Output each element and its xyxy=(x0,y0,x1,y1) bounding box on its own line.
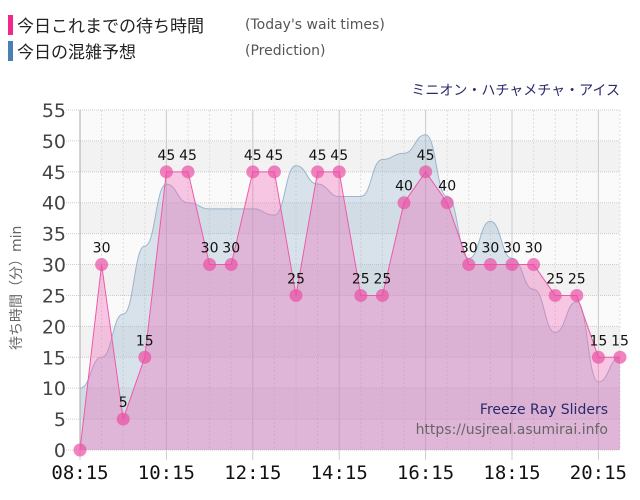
data-label: 25 xyxy=(352,271,370,287)
data-point xyxy=(181,165,195,179)
data-point xyxy=(267,165,281,179)
y-tick-label: 15 xyxy=(42,347,66,369)
data-label: 25 xyxy=(373,271,391,287)
grid-band xyxy=(80,202,620,234)
data-point xyxy=(224,258,238,272)
data-label: 30 xyxy=(93,241,111,257)
x-tick-label: 10:15 xyxy=(138,462,195,484)
data-point xyxy=(73,443,87,457)
data-point xyxy=(505,258,519,272)
x-tick-label: 16:15 xyxy=(397,462,454,484)
data-label: 15 xyxy=(589,333,607,349)
data-point xyxy=(332,165,346,179)
data-label: 15 xyxy=(136,333,154,349)
data-label: 45 xyxy=(157,148,175,164)
data-label: 45 xyxy=(179,148,197,164)
data-label: 25 xyxy=(568,271,586,287)
data-label: 30 xyxy=(503,241,521,257)
x-tick-label: 12:15 xyxy=(224,462,281,484)
data-label: 30 xyxy=(222,241,240,257)
data-point xyxy=(570,288,584,302)
legend-swatch-today xyxy=(8,14,13,35)
data-point xyxy=(311,165,325,179)
watermark-title: Freeze Ray Sliders xyxy=(479,402,608,418)
y-tick-label: 50 xyxy=(42,131,66,153)
x-tick-label: 14:15 xyxy=(311,462,368,484)
legend-swatch-prediction xyxy=(8,40,13,61)
y-tick-label: 20 xyxy=(42,316,66,338)
data-point xyxy=(159,165,173,179)
y-tick-label: 55 xyxy=(42,100,66,122)
prediction-area xyxy=(80,134,620,450)
data-label: 45 xyxy=(330,148,348,164)
data-point xyxy=(354,288,368,302)
data-label: 45 xyxy=(265,148,283,164)
y-tick-label: 40 xyxy=(42,193,66,215)
data-point xyxy=(375,288,389,302)
x-tick-label: 18:15 xyxy=(483,462,540,484)
grid-band xyxy=(80,326,620,358)
y-tick-label: 25 xyxy=(42,285,66,307)
watermark-url: https://usjreal.asumirai.info xyxy=(415,422,608,438)
x-tick-label: 08:15 xyxy=(51,462,108,484)
legend-item-today[interactable]: 今日これまでの待ち時間 (Today's wait times) xyxy=(8,12,385,37)
data-point xyxy=(483,258,497,272)
data-point xyxy=(95,258,109,272)
data-label: 30 xyxy=(460,241,478,257)
data-label: 30 xyxy=(201,241,219,257)
y-tick-label: 45 xyxy=(42,162,66,184)
data-point xyxy=(613,350,627,364)
data-label: 25 xyxy=(546,271,564,287)
legend-label-jp: 今日これまでの待ち時間 xyxy=(17,17,204,37)
data-point xyxy=(548,288,562,302)
data-point xyxy=(440,196,454,210)
y-tick-label: 30 xyxy=(42,255,66,277)
y-tick-label: 35 xyxy=(42,224,66,246)
legend-label-en: (Prediction) xyxy=(245,42,326,59)
data-label: 40 xyxy=(438,179,456,195)
grid-band xyxy=(80,110,620,141)
data-point xyxy=(289,288,303,302)
grid-band xyxy=(80,295,620,327)
data-point xyxy=(246,165,260,179)
data-label: 45 xyxy=(309,148,327,164)
legend-label-jp: 今日の混雑予想 xyxy=(17,43,136,63)
data-label: 5 xyxy=(119,395,128,411)
chart-title: ミニオン・ハチャメチャ・アイス xyxy=(411,83,620,99)
data-point xyxy=(527,258,541,272)
data-label: 45 xyxy=(417,148,435,164)
grid-band xyxy=(80,419,620,450)
legend-item-prediction[interactable]: 今日の混雑予想 (Prediction) xyxy=(8,38,325,63)
data-label: 30 xyxy=(525,241,543,257)
data-point xyxy=(591,350,605,364)
data-point xyxy=(397,196,411,210)
data-label: 25 xyxy=(287,271,305,287)
y-tick-label: 0 xyxy=(54,440,66,462)
data-label: 15 xyxy=(611,333,629,349)
y-tick-label: 10 xyxy=(42,378,66,400)
data-label: 45 xyxy=(244,148,262,164)
data-label: 30 xyxy=(481,241,499,257)
data-point xyxy=(203,258,217,272)
y-tick-label: 5 xyxy=(54,409,66,431)
data-point xyxy=(116,412,130,426)
data-point xyxy=(419,165,433,179)
data-label: 40 xyxy=(395,179,413,195)
today-area xyxy=(80,171,620,450)
data-point xyxy=(462,258,476,272)
prediction-line xyxy=(79,134,621,389)
legend-label-en: (Today's wait times) xyxy=(245,16,385,33)
x-tick-label: 20:15 xyxy=(570,462,627,484)
grid-band xyxy=(80,357,620,389)
grid-band xyxy=(80,388,620,420)
data-point xyxy=(138,350,152,364)
